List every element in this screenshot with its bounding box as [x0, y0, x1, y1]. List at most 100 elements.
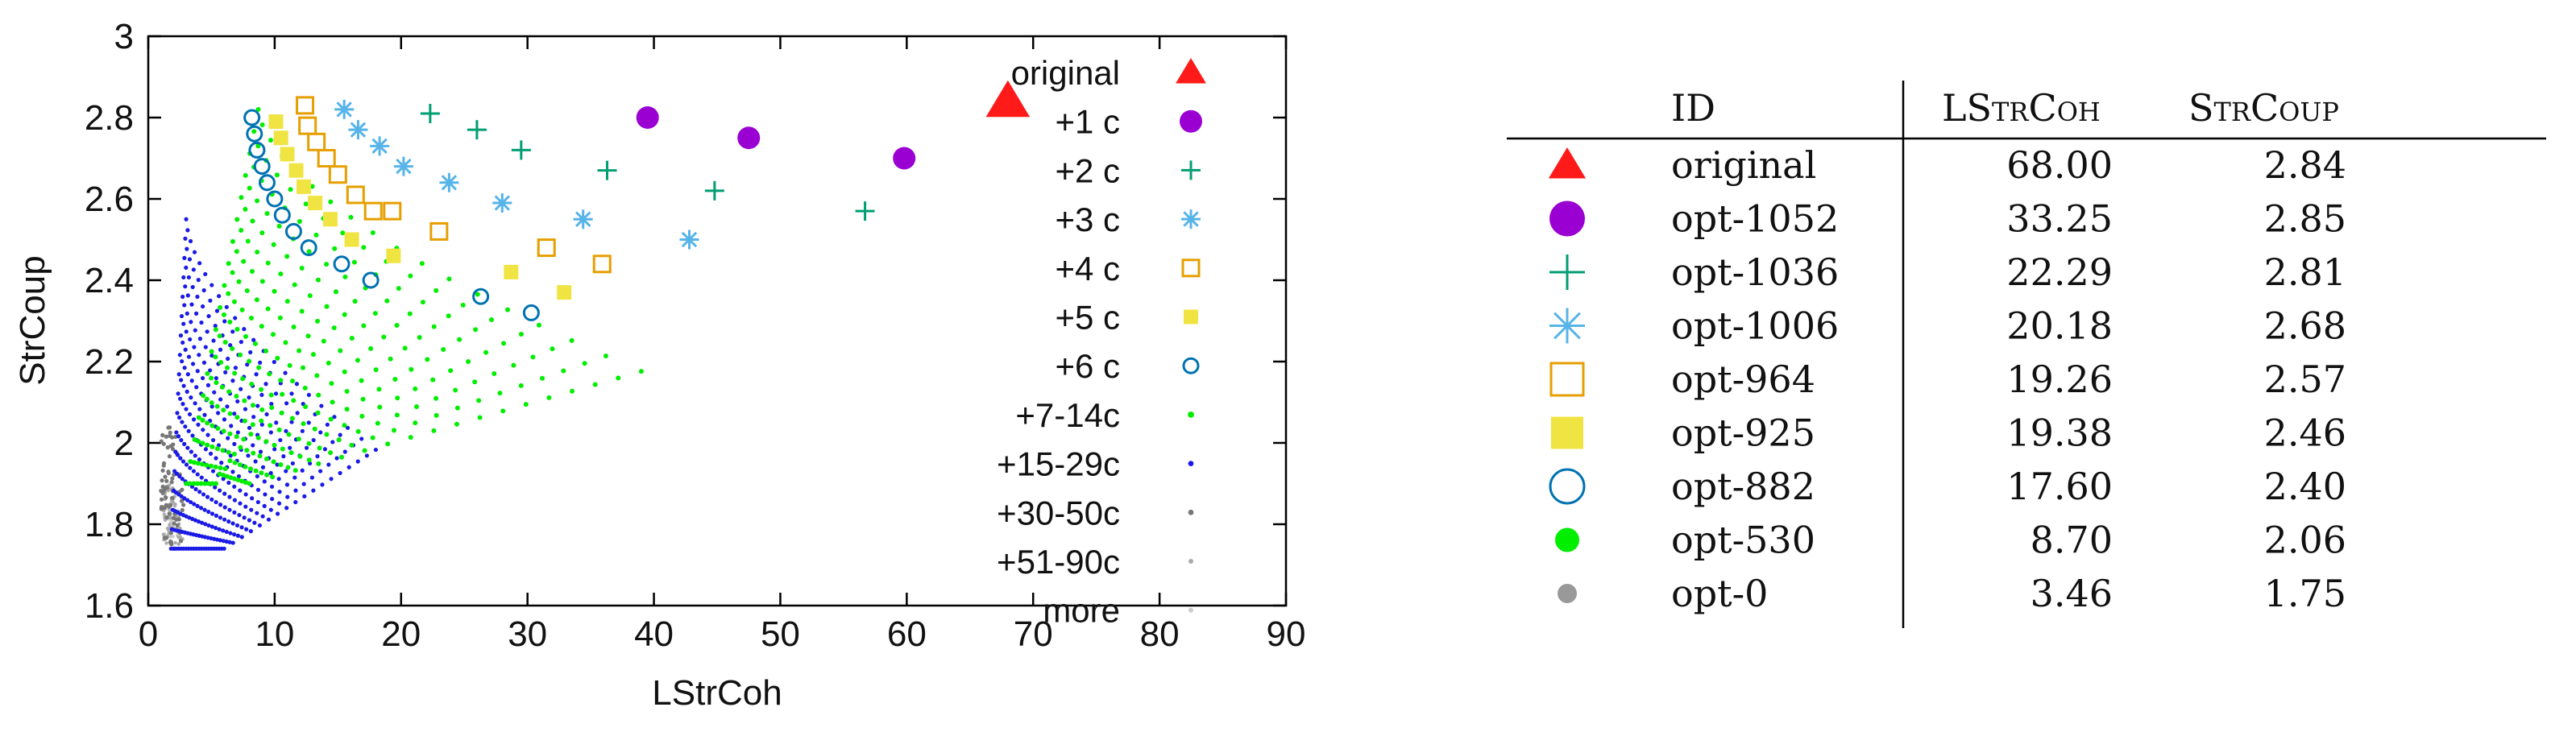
15-29c-point — [309, 475, 315, 480]
7-14c-point — [243, 464, 248, 469]
7-14c-point — [272, 442, 277, 448]
15-29c-point — [226, 519, 231, 524]
7-14c-point — [370, 230, 375, 235]
7-14c-point — [200, 440, 205, 446]
15-29c-point — [203, 271, 208, 277]
results-table: ID LStrCoh StrCoup original 68.00 2.84 opt-… — [1507, 81, 2546, 628]
x-tick-label: 30 — [508, 614, 547, 654]
15-29c-point — [325, 422, 330, 427]
7-14c-point — [299, 308, 305, 314]
15-29c-point — [178, 456, 183, 461]
15-29c-point — [184, 329, 189, 334]
1-c-point — [636, 106, 659, 129]
30-50c-point — [162, 506, 167, 511]
7-14c-point — [342, 312, 347, 317]
15-29c-point — [252, 520, 257, 525]
7-14c-point — [238, 462, 243, 468]
y-tick-label: 1.8 — [85, 505, 134, 544]
y-tick-label: 2.8 — [85, 98, 134, 138]
5-c-point — [308, 196, 323, 211]
7-14c-point — [392, 377, 398, 383]
15-29c-point — [262, 503, 267, 508]
15-29c-point — [179, 378, 184, 383]
table-cell-id: opt-925 — [1671, 411, 1815, 455]
30-50c-point — [161, 441, 166, 446]
15-29c-point — [230, 540, 235, 545]
7-14c-point — [394, 412, 400, 418]
15-29c-point — [229, 424, 234, 428]
30-50c-point — [164, 515, 169, 520]
15-29c-point — [219, 461, 224, 465]
table-cell-lstrcoh: 22.29 — [2006, 250, 2113, 294]
15-29c-point — [205, 383, 211, 387]
table-cell-id: opt-1006 — [1671, 304, 1839, 348]
7-14c-point — [271, 459, 276, 465]
15-29c-point — [191, 267, 196, 272]
15-29c-point — [264, 411, 269, 417]
4-c-point — [592, 254, 612, 274]
7-14c-point — [368, 345, 374, 351]
7-14c-point — [242, 398, 247, 403]
15-29c-point — [194, 311, 199, 316]
7-14c-point — [234, 249, 239, 254]
table-cell-strcoup: 2.85 — [2264, 197, 2346, 241]
15-29c-point — [294, 382, 300, 387]
7-14c-point — [297, 453, 303, 459]
15-29c-point — [292, 475, 297, 480]
7-14c-point — [288, 450, 294, 456]
30-50c-point — [163, 474, 168, 479]
15-29c-point — [183, 284, 188, 289]
15-29c-point — [209, 353, 214, 358]
7-14c-point — [307, 293, 313, 299]
table-row-marker — [1551, 416, 1583, 449]
15-29c-point — [275, 511, 280, 516]
15-29c-point — [175, 411, 180, 416]
51-90c-point — [173, 540, 177, 545]
15-29c-point — [187, 257, 193, 262]
15-29c-point — [247, 425, 252, 430]
15-29c-point — [222, 505, 227, 510]
30-50c-point — [175, 523, 180, 528]
3-c-point — [393, 156, 413, 176]
51-90c-point — [172, 503, 177, 508]
1-c-point — [893, 147, 916, 170]
15-29c-point — [238, 501, 243, 506]
15-29c-point — [214, 513, 219, 518]
7-14c-point — [232, 476, 238, 482]
15-29c-point — [242, 515, 247, 520]
15-29c-point — [227, 494, 232, 499]
15-29c-point — [222, 546, 226, 551]
15-29c-point — [283, 370, 288, 375]
2-c-point — [855, 201, 875, 221]
7-14c-point — [395, 395, 400, 401]
15-29c-point — [326, 462, 331, 467]
7-14c-point — [330, 399, 335, 405]
7-14c-point — [250, 422, 255, 428]
15-29c-point — [210, 437, 216, 443]
more-point — [168, 535, 172, 539]
7-14c-point — [213, 464, 218, 469]
15-29c-point — [214, 526, 218, 531]
15-29c-point — [306, 420, 311, 425]
15-29c-point — [260, 465, 266, 469]
7-14c-point — [219, 384, 225, 390]
7-14c-point — [221, 428, 226, 434]
7-14c-point — [188, 459, 193, 465]
3-c-point — [439, 172, 459, 192]
15-29c-point — [218, 347, 223, 352]
2-c-point — [420, 103, 440, 123]
7-14c-point — [247, 358, 252, 364]
7-14c-point — [287, 362, 292, 368]
7-14c-point — [342, 369, 347, 374]
7-14c-point — [331, 325, 337, 331]
30-50c-point — [160, 468, 165, 473]
7-14c-point — [340, 230, 346, 236]
7-14c-point — [413, 386, 418, 391]
15-29c-point — [182, 303, 187, 308]
7-14c-point — [296, 436, 301, 442]
51-90c-point — [178, 535, 183, 540]
7-14c-point — [305, 333, 311, 339]
15-29c-point — [221, 477, 226, 482]
15-29c-point — [180, 340, 185, 345]
7-14c-point — [241, 258, 247, 264]
